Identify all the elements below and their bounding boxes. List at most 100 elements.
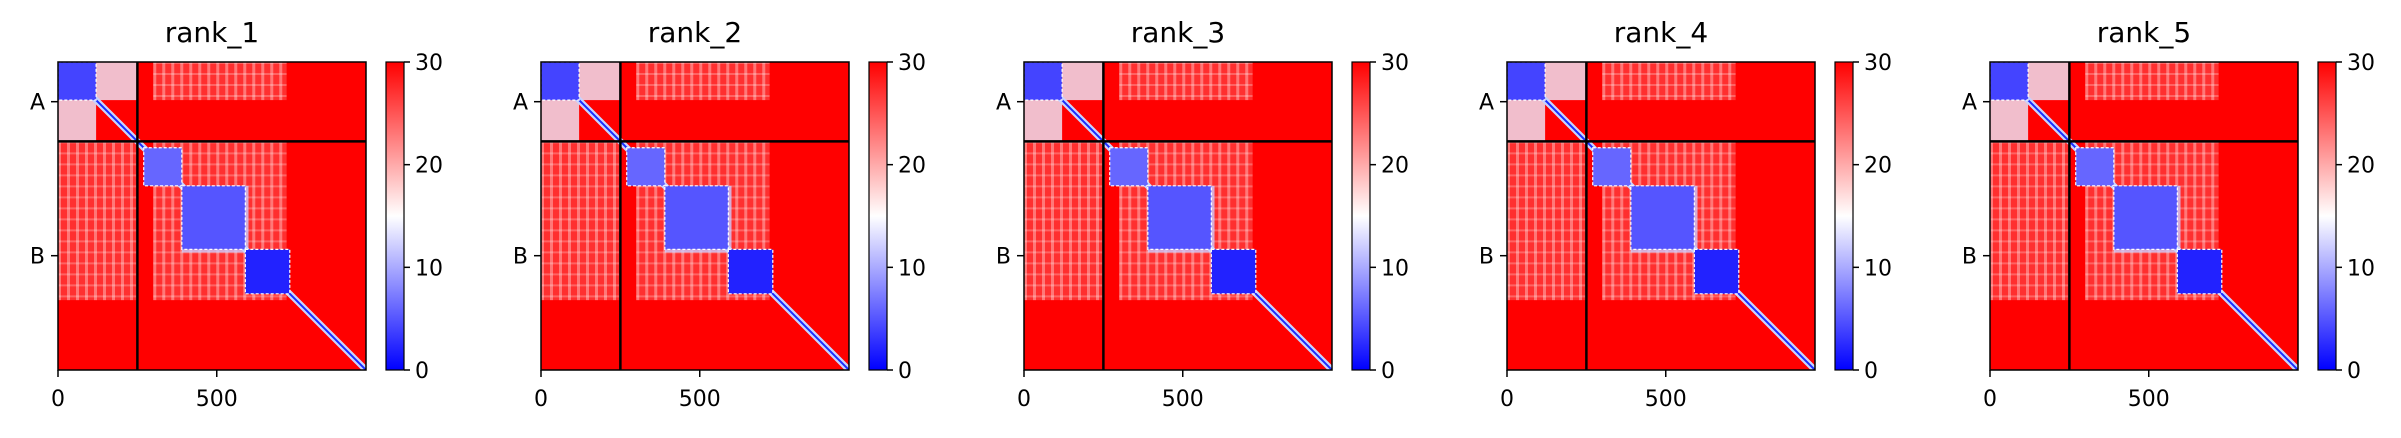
colorbar-tick-label: 0 bbox=[415, 359, 429, 384]
heatmap-stripe bbox=[1119, 163, 1253, 166]
heatmap-stripe bbox=[1602, 295, 1736, 298]
heatmap-stripe bbox=[577, 141, 580, 301]
heatmap-stripe bbox=[1719, 141, 1723, 301]
heatmap-stripe bbox=[85, 141, 88, 301]
domain-block bbox=[1630, 185, 1695, 250]
colorbar-tick-label: 20 bbox=[1864, 154, 1892, 179]
heatmap-stripe bbox=[76, 141, 79, 301]
heatmap-stripe bbox=[2085, 62, 2089, 101]
domain-block bbox=[58, 62, 97, 101]
heatmap-stripe bbox=[121, 141, 124, 301]
heatmap-stripe bbox=[1602, 163, 1736, 166]
heatmap-stripe bbox=[1024, 273, 1104, 276]
heatmap-stripe bbox=[112, 141, 115, 301]
x-tick-label: 0 bbox=[1983, 387, 1997, 412]
heatmap-frame bbox=[57, 61, 367, 371]
domain-block bbox=[541, 62, 580, 101]
y-tick-label: B bbox=[996, 245, 1011, 270]
heatmap-stripe bbox=[1236, 141, 1240, 301]
heatmap-stripe bbox=[279, 141, 283, 301]
heatmap-stripe bbox=[1182, 62, 1186, 101]
heatmap-stripe bbox=[636, 174, 770, 177]
colorbar bbox=[1834, 61, 1854, 371]
heatmap-stripe bbox=[1990, 273, 2070, 276]
heatmap-stripe bbox=[735, 141, 739, 301]
y-tick-label: A bbox=[513, 91, 528, 116]
heatmap-stripe bbox=[744, 62, 748, 101]
heatmap-stripe bbox=[1620, 141, 1624, 301]
heatmap-stripe bbox=[1137, 141, 1141, 301]
heatmap-contact bbox=[58, 100, 97, 142]
heatmap-stripe bbox=[243, 62, 247, 101]
heatmap-panel: rank_1 0 500 A B 0 10 20 30 bbox=[30, 16, 443, 412]
heatmap-stripe bbox=[2085, 284, 2219, 287]
heatmap-stripe bbox=[1069, 141, 1072, 301]
heatmap-contact bbox=[1545, 62, 1587, 101]
heatmap-stripe bbox=[2044, 141, 2047, 301]
domain-block bbox=[244, 248, 291, 295]
heatmap-contact bbox=[579, 62, 621, 101]
heatmap-stripe bbox=[67, 141, 70, 301]
heatmap-contact bbox=[96, 62, 138, 101]
heatmap-stripe bbox=[1024, 141, 1027, 301]
heatmap-stripe bbox=[1191, 62, 1195, 101]
heatmap-stripe bbox=[1042, 141, 1045, 301]
x-tick-label: 0 bbox=[1500, 387, 1514, 412]
domain-block bbox=[2176, 248, 2223, 295]
heatmap-stripe bbox=[153, 163, 287, 166]
heatmap-stripe bbox=[1024, 152, 1104, 155]
heatmap-stripe bbox=[1507, 251, 1587, 254]
heatmap-stripe bbox=[58, 218, 138, 221]
heatmap-stripe bbox=[2085, 295, 2219, 298]
heatmap-stripe bbox=[58, 273, 138, 276]
heatmap-stripe bbox=[2211, 141, 2215, 301]
heatmap-stripe bbox=[541, 196, 621, 199]
heatmap-frame bbox=[1023, 61, 1333, 371]
heatmap-stripe bbox=[94, 141, 97, 301]
domain-block bbox=[2113, 185, 2178, 250]
heatmap-stripe bbox=[1024, 240, 1104, 243]
heatmap-stripe bbox=[2085, 73, 2219, 75]
heatmap-stripe bbox=[1674, 62, 1678, 101]
heatmap-stripe bbox=[636, 295, 770, 298]
colorbar-tick-label: 30 bbox=[1381, 51, 1409, 76]
colorbar-tick-label: 10 bbox=[2347, 256, 2375, 281]
heatmap-stripe bbox=[58, 207, 138, 210]
domain-block bbox=[727, 248, 774, 295]
heatmap-stripe bbox=[1128, 62, 1132, 101]
domain-block bbox=[181, 185, 246, 250]
heatmap-stripe bbox=[1647, 62, 1651, 101]
heatmap-stripe bbox=[153, 273, 287, 276]
heatmap-stripe bbox=[1024, 174, 1104, 177]
heatmap-cells bbox=[1507, 62, 1815, 370]
heatmap-stripe bbox=[1525, 141, 1528, 301]
heatmap-stripe bbox=[1024, 284, 1104, 287]
heatmap-stripe bbox=[103, 141, 106, 301]
heatmap-stripe bbox=[1209, 62, 1213, 101]
heatmap-stripe bbox=[153, 141, 157, 301]
heatmap-stripe bbox=[261, 62, 265, 101]
heatmap-stripe bbox=[672, 62, 676, 101]
heatmap-stripe bbox=[2035, 141, 2038, 301]
heatmap-stripe bbox=[1638, 62, 1642, 101]
heatmap-stripe bbox=[1602, 95, 1736, 97]
heatmap-stripe bbox=[1710, 62, 1714, 101]
colorbar-tick-label: 0 bbox=[1381, 359, 1395, 384]
heatmap-stripe bbox=[1692, 62, 1696, 101]
heatmap-stripe bbox=[541, 240, 621, 243]
heatmap-stripe bbox=[1119, 174, 1253, 177]
heatmap-stripe bbox=[279, 62, 283, 101]
panel-title: rank_1 bbox=[165, 16, 259, 49]
heatmap-stripe bbox=[1990, 251, 2070, 254]
heatmap-stripe bbox=[2085, 262, 2219, 265]
x-tick-label: 0 bbox=[1017, 387, 1031, 412]
heatmap-stripe bbox=[681, 62, 685, 101]
heatmap-stripe bbox=[153, 95, 287, 97]
heatmap-stripe bbox=[1507, 185, 1587, 188]
heatmap-stripe bbox=[1173, 62, 1177, 101]
heatmap-stripe bbox=[1561, 141, 1564, 301]
heatmap-stripe bbox=[2202, 62, 2206, 101]
heatmap-stripe bbox=[1060, 141, 1063, 301]
heatmap-stripe bbox=[1629, 62, 1633, 101]
